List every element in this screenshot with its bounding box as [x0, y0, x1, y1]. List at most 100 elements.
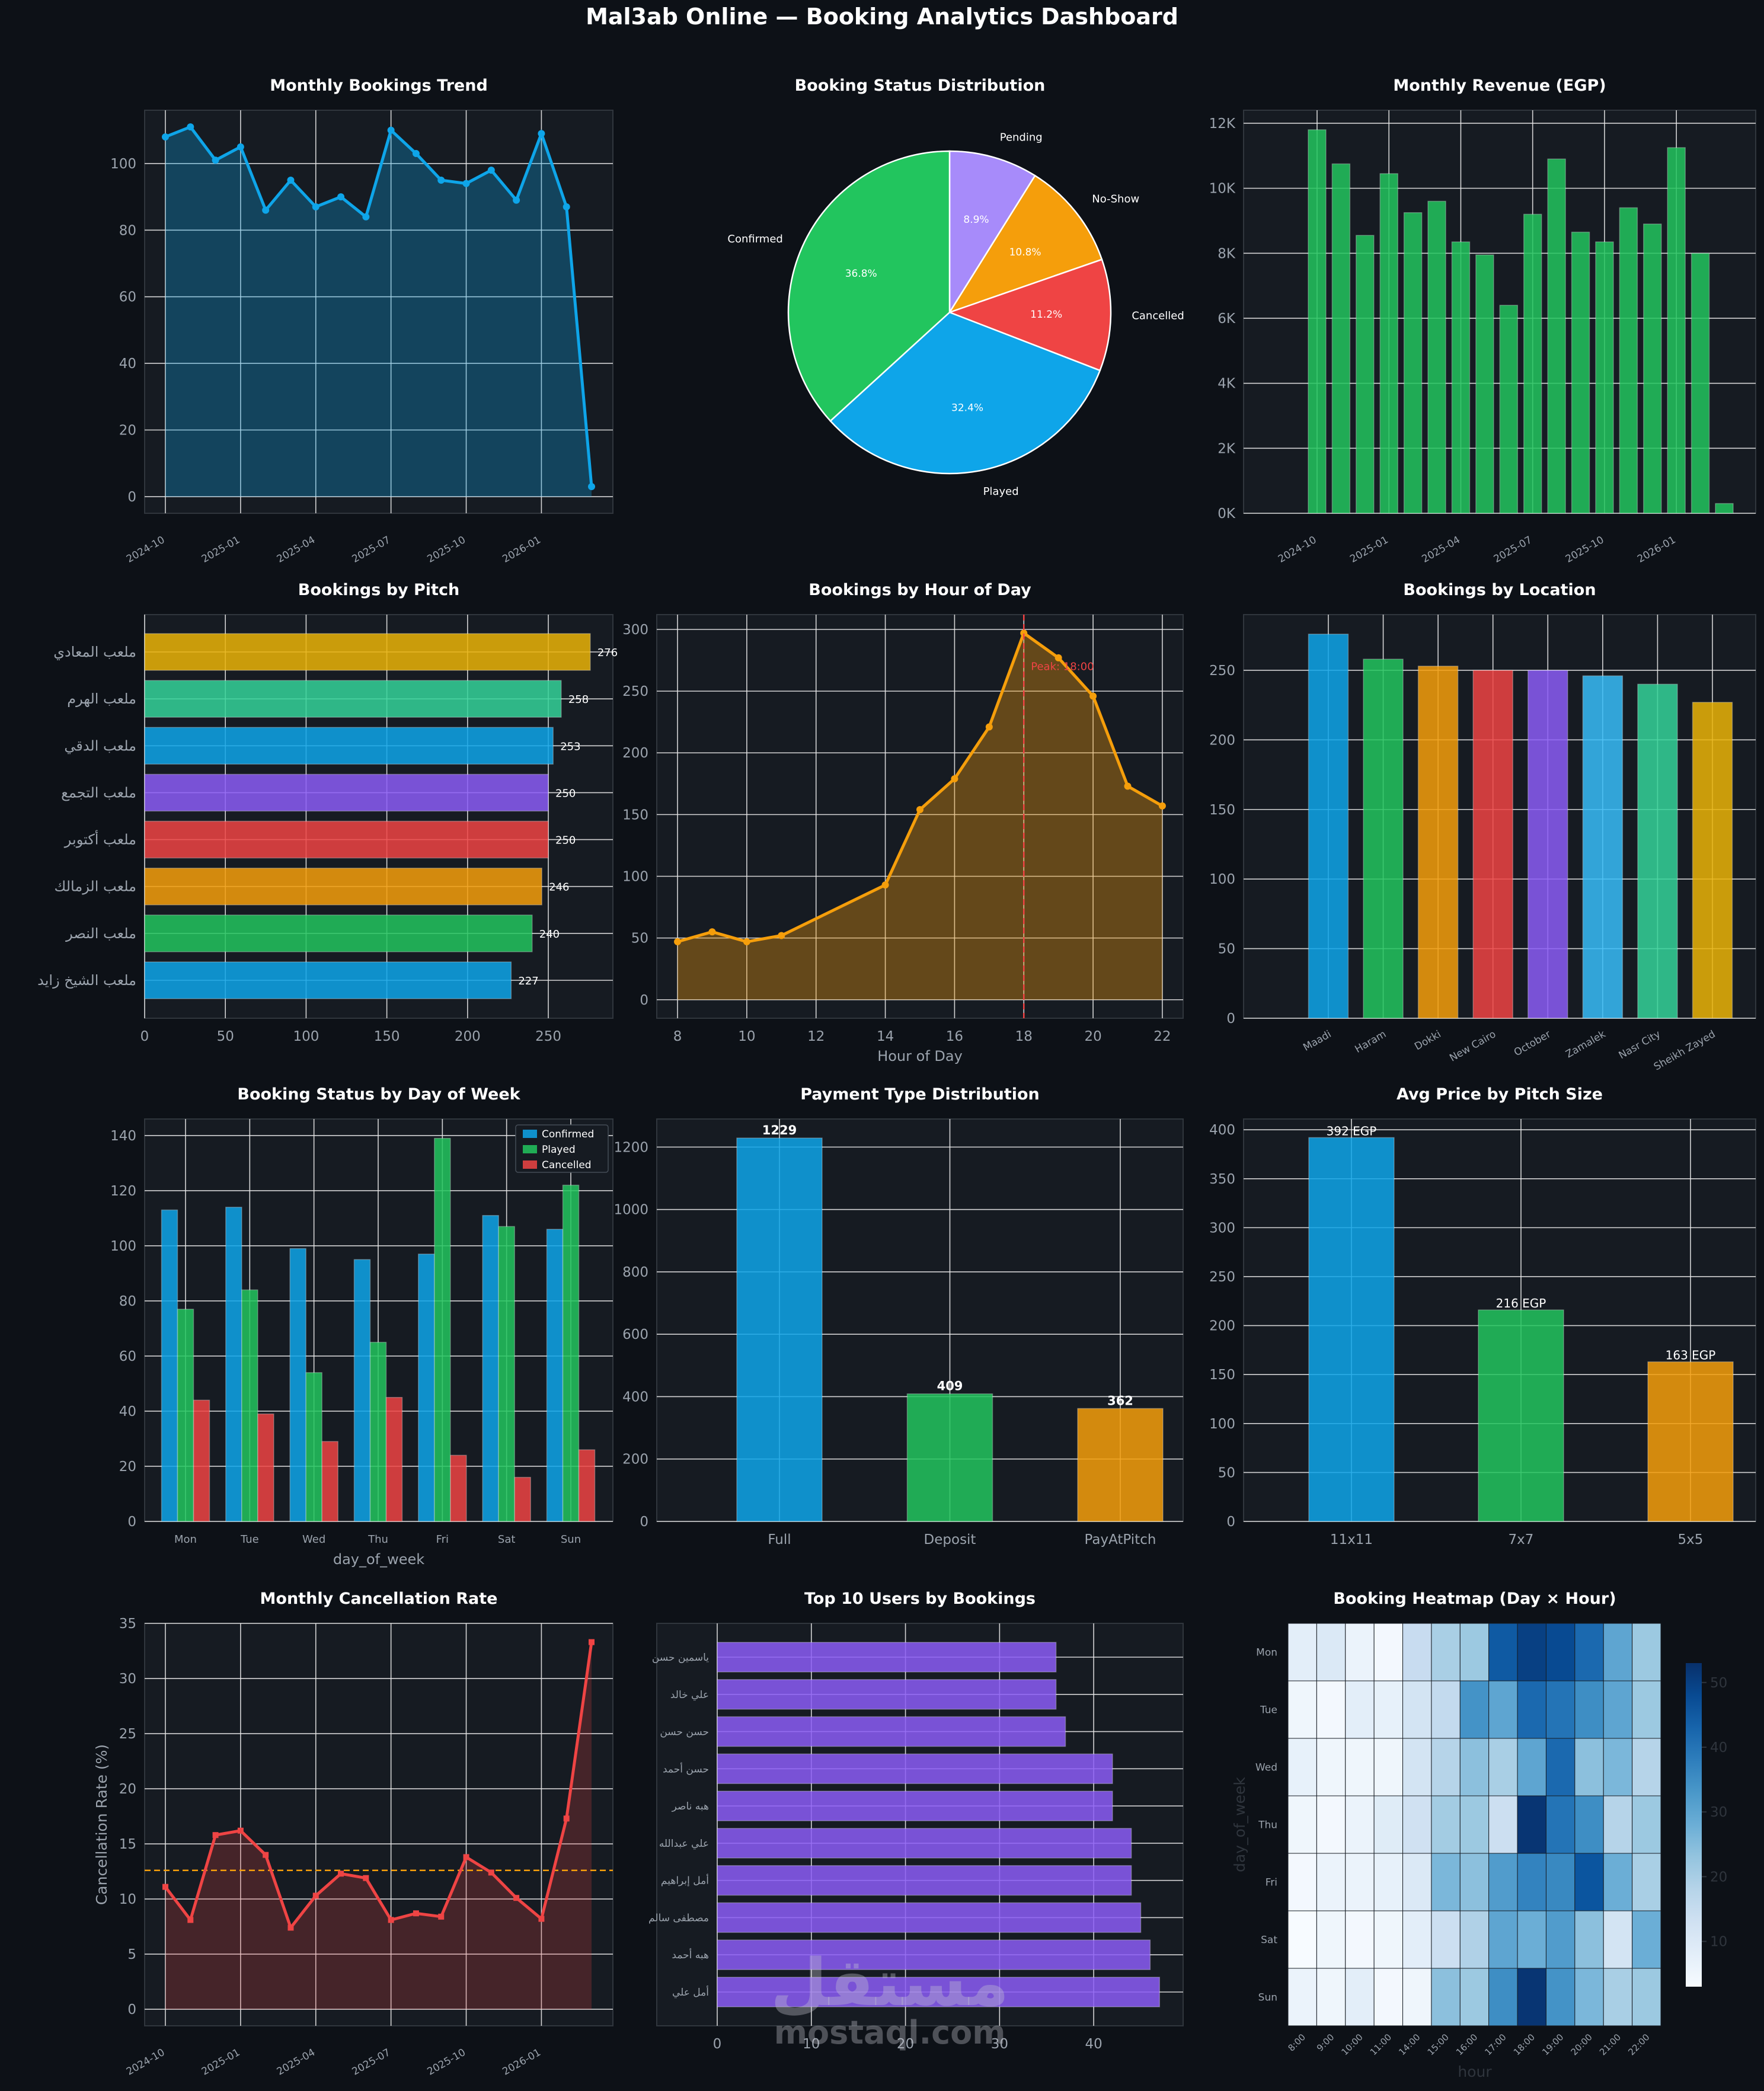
data-point: [513, 196, 520, 204]
pitch-bar: [144, 727, 554, 765]
y-tick-label: 25: [119, 1726, 136, 1742]
data-point: [708, 928, 716, 936]
user-bar: [717, 1642, 1057, 1673]
pitch-bar: [144, 820, 549, 859]
y-tick-label: 1000: [613, 1203, 648, 1218]
heatmap-cell: [1402, 1623, 1432, 1681]
data-point: [212, 156, 219, 164]
heatmap-cell: [1431, 1623, 1461, 1681]
legend-label: Confirmed: [542, 1128, 594, 1140]
chart-title: Monthly Revenue (EGP): [1393, 76, 1606, 95]
bar-value-label: 227: [518, 975, 538, 987]
heatmap-cell: [1517, 1680, 1546, 1739]
plot-area: [144, 1623, 613, 2026]
y-tick-label: علي خالد: [670, 1689, 709, 1701]
heatmap-cell: [1545, 1738, 1576, 1796]
x-tick-label: 12: [807, 1029, 825, 1044]
y-tick-label: 140: [110, 1128, 136, 1144]
y-tick-label: 5: [127, 1947, 136, 1962]
area-fill: [165, 1642, 592, 2010]
y-tick-label: هبه ناصر: [672, 1801, 709, 1812]
heatmap-cell: [1402, 1680, 1432, 1739]
user-bar: [717, 1791, 1113, 1821]
heatmap-cell: [1488, 1853, 1518, 1911]
legend-swatch: [523, 1160, 537, 1169]
data-point: [985, 723, 993, 731]
heatmap-cell: [1517, 1968, 1546, 2026]
y-axis-label: Cancellation Rate (%): [93, 1744, 110, 1905]
x-tick-label: 2025-01: [200, 534, 242, 565]
user-bar: [717, 1902, 1142, 1933]
y-tick-label: 600: [622, 1327, 648, 1342]
bar-value-label: 258: [568, 693, 589, 706]
plot-area: [656, 614, 1184, 1019]
x-tick-label: Sheikh Zayed: [1652, 1028, 1718, 1073]
pie-slice: [948, 150, 1036, 315]
data-point: [563, 1815, 570, 1822]
heatmap-cell: [1316, 1795, 1346, 1854]
chart-title: Bookings by Hour of Day: [808, 581, 1031, 599]
x-tick-label: 16:00: [1454, 2032, 1479, 2057]
y-tick-label: 50: [1218, 942, 1235, 957]
y-tick-label: 400: [622, 1389, 648, 1405]
bar-value-label: 163 EGP: [1666, 1348, 1716, 1363]
heatmap-cell: [1287, 1795, 1317, 1854]
user-bar: [717, 1939, 1151, 1970]
y-tick-label: 350: [1209, 1172, 1235, 1187]
revenue-bar: [1595, 241, 1614, 514]
data-point: [413, 1910, 419, 1917]
y-tick-label: 150: [1209, 1367, 1235, 1383]
status-bar-confirmed: [289, 1248, 306, 1522]
x-tick-label: New Cairo: [1447, 1028, 1498, 1064]
status-bar-cancelled: [385, 1396, 403, 1522]
status-bar-played: [241, 1289, 258, 1522]
data-point: [162, 133, 169, 140]
data-point: [287, 1924, 294, 1931]
status-bar-confirmed: [482, 1215, 499, 1522]
heatmap-cell: [1603, 1795, 1633, 1854]
y-tick-label: 6K: [1217, 311, 1236, 327]
y-tick-label: 250: [622, 684, 648, 699]
y-tick-label: Tue: [1260, 1705, 1277, 1716]
heatmap-cell: [1287, 1910, 1317, 1969]
colorbar-tick-label: 50: [1710, 1676, 1727, 1691]
heatmap-cell: [1459, 1795, 1490, 1854]
y-tick-label: ملعب النصر: [65, 925, 136, 942]
chart-title: Booking Heatmap (Day × Hour): [1333, 1590, 1616, 1608]
data-point: [488, 1869, 494, 1876]
bar-value-label: 409: [937, 1379, 963, 1393]
y-tick-label: 100: [110, 156, 136, 172]
chart-title: Bookings by Location: [1403, 581, 1596, 599]
y-tick-label: Sun: [1258, 1992, 1277, 2004]
payment-bar: [906, 1393, 993, 1522]
y-tick-label: 200: [1209, 733, 1235, 748]
x-tick-label: 2025-04: [275, 534, 318, 565]
heatmap-cell: [1316, 1968, 1346, 2026]
x-tick-label: 11:00: [1368, 2032, 1394, 2057]
x-tick-label: Deposit: [924, 1532, 976, 1548]
pie-slice: [947, 258, 1112, 372]
y-tick-label: 0: [127, 490, 136, 505]
pie-label: No-Show: [1092, 193, 1139, 205]
data-point: [487, 167, 495, 174]
revenue-bar: [1331, 163, 1351, 514]
bar-value-label: 250: [555, 835, 576, 847]
revenue-bar: [1403, 212, 1423, 514]
bar-value-label: 253: [560, 740, 580, 753]
x-tick-label: Haram: [1353, 1028, 1389, 1056]
y-tick-label: 100: [110, 1239, 136, 1254]
heatmap-cell: [1632, 1623, 1661, 1681]
x-tick-label: Zamalek: [1564, 1028, 1608, 1060]
y-tick-label: 200: [1209, 1319, 1235, 1334]
x-tick-label: 100: [293, 1029, 319, 1044]
status-bar-confirmed: [353, 1259, 371, 1522]
heatmap-cell: [1373, 1680, 1404, 1739]
heatmap-cell: [1431, 1968, 1461, 2026]
data-point: [237, 143, 244, 151]
status-bar-played: [434, 1137, 451, 1522]
y-tick-label: 100: [1209, 872, 1235, 887]
heatmap-cell: [1373, 1968, 1404, 2026]
data-point: [237, 1827, 244, 1834]
chart-title: Booking Status by Day of Week: [237, 1085, 520, 1104]
